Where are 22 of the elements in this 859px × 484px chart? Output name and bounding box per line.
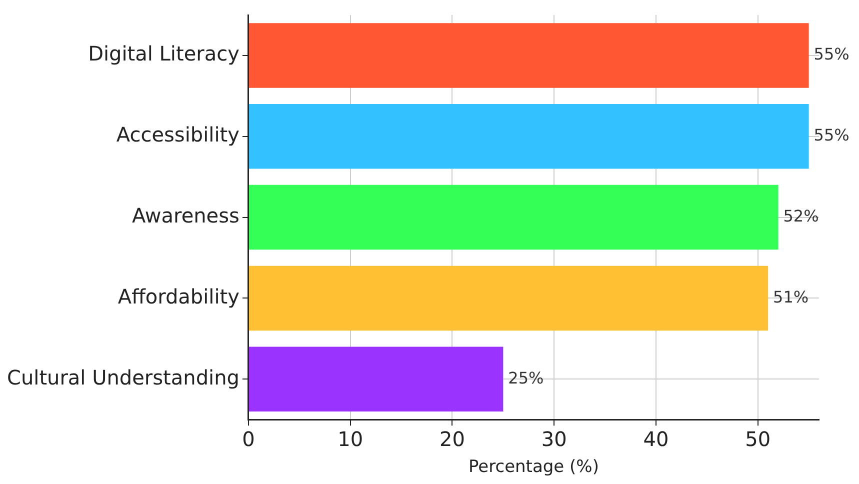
- bar: [248, 346, 504, 412]
- x-tick-label: 30: [541, 426, 567, 451]
- data-label: 52%: [783, 206, 819, 226]
- data-label: 25%: [508, 368, 544, 388]
- data-label: 51%: [773, 287, 809, 306]
- x-tick-label: 10: [338, 426, 364, 451]
- bar: [248, 104, 809, 169]
- x-tick-label: 50: [745, 426, 771, 451]
- y-tick-label: Accessibility: [116, 122, 240, 147]
- y-tick-label: Affordability: [118, 284, 240, 308]
- x-axis-title: Percentage (%): [468, 457, 599, 478]
- bar: [248, 184, 778, 250]
- data-label: 55%: [814, 126, 850, 145]
- y-tick-label: Awareness: [132, 204, 240, 228]
- y-tick-label: Digital Literacy: [88, 42, 240, 66]
- x-tick-label: 40: [643, 426, 669, 451]
- y-tick-label: Cultural Understanding: [6, 365, 240, 390]
- data-label: 55%: [814, 44, 850, 64]
- bar: [248, 266, 768, 331]
- bar: [248, 23, 809, 88]
- x-tick-label: 0: [242, 426, 255, 451]
- x-tick-label: 20: [440, 426, 465, 451]
